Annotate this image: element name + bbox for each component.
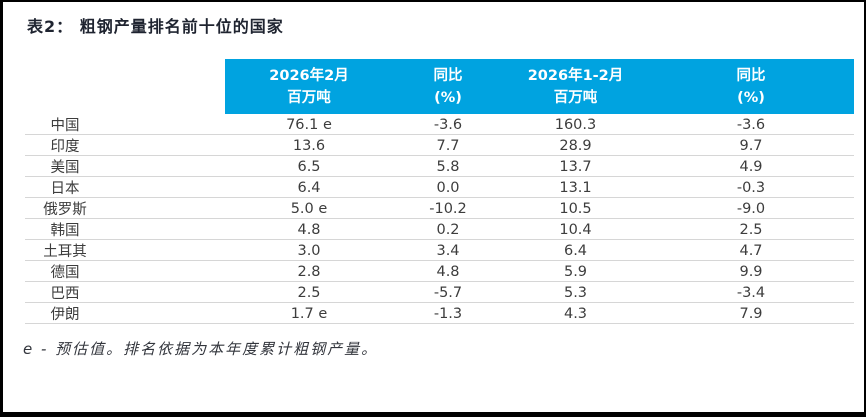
table-row: 德国 2.8 4.8 5.9 9.9 <box>25 261 854 282</box>
country-cell: 巴西 <box>50 286 80 302</box>
yoy2-value: 4.7 <box>739 242 763 259</box>
janfeb-value: 13.1 <box>559 179 592 196</box>
country-cell: 俄罗斯 <box>43 202 87 218</box>
table-row: 中国 76.1 e -3.6 160.3 -3.6 <box>25 114 854 135</box>
crude-steel-table: 2026年2月 百万吨 同比 (%) 2026年1-2月 百万吨 同比 (%) … <box>25 59 854 324</box>
feb-value: 2.5 <box>297 284 321 301</box>
country-cell: 韩国 <box>50 223 80 239</box>
feb-value: 6.4 <box>297 179 321 196</box>
yoy2-value: -3.4 <box>736 284 766 301</box>
feb-value: 6.5 <box>297 158 321 175</box>
header-janfeb-line1: 2026年1-2月 <box>527 67 624 84</box>
table-row: 俄罗斯 5.0 e -10.2 10.5 -9.0 <box>25 198 854 219</box>
table-row: 美国 6.5 5.8 13.7 4.9 <box>25 156 854 177</box>
header-yoy1-line2: (%) <box>434 89 462 106</box>
country-cell: 中国 <box>50 118 80 134</box>
table-row: 土耳其 3.0 3.4 6.4 4.7 <box>25 240 854 261</box>
header-feb-line1: 2026年2月 <box>269 67 349 84</box>
estimate-footnote: e - 预估值。排名依据为本年度累计粗钢产量。 <box>23 340 379 358</box>
yoy1-value: 3.4 <box>436 242 460 259</box>
yoy2-value: 2.5 <box>739 221 763 238</box>
yoy1-value: -10.2 <box>429 200 467 217</box>
janfeb-value: 13.7 <box>559 158 592 175</box>
header-yoy2: 同比 (%) <box>648 59 854 114</box>
feb-value: 1.7 e <box>290 305 328 322</box>
janfeb-value: 5.9 <box>563 263 588 280</box>
yoy1-value: 4.8 <box>436 263 460 280</box>
table-row: 韩国 4.8 0.2 10.4 2.5 <box>25 219 854 240</box>
janfeb-value: 160.3 <box>554 116 597 133</box>
yoy2-value: 9.7 <box>739 137 763 154</box>
country-cell: 伊朗 <box>50 307 80 323</box>
janfeb-value: 28.9 <box>559 137 592 154</box>
janfeb-value: 10.4 <box>559 221 592 238</box>
table-row: 印度 13.6 7.7 28.9 9.7 <box>25 135 854 156</box>
table-row: 伊朗 1.7 e -1.3 4.3 7.9 <box>25 303 854 324</box>
header-janfeb-line2: 百万吨 <box>553 89 598 106</box>
janfeb-value: 6.4 <box>563 242 588 259</box>
table-header-row: 2026年2月 百万吨 同比 (%) 2026年1-2月 百万吨 同比 (%) <box>25 59 854 114</box>
yoy1-value: 5.8 <box>436 158 460 175</box>
table-row: 日本 6.4 0.0 13.1 -0.3 <box>25 177 854 198</box>
country-cell: 土耳其 <box>43 244 87 260</box>
feb-value: 13.6 <box>292 137 326 154</box>
country-cell: 印度 <box>50 139 80 155</box>
feb-value: 4.8 <box>297 221 321 238</box>
feb-value: 3.0 <box>297 242 321 259</box>
yoy1-value: 0.2 <box>436 221 460 238</box>
yoy1-value: -1.3 <box>433 305 463 322</box>
feb-value: 2.8 <box>297 263 321 280</box>
janfeb-value: 5.3 <box>563 284 588 301</box>
yoy2-value: -9.0 <box>736 200 766 217</box>
yoy1-value: -5.7 <box>433 284 463 301</box>
yoy1-value: -3.6 <box>433 116 463 133</box>
header-yoy2-line2: (%) <box>737 89 765 106</box>
table-title: 表2： 粗钢产量排名前十位的国家 <box>27 17 284 36</box>
header-janfeb: 2026年1-2月 百万吨 <box>503 59 648 114</box>
janfeb-value: 4.3 <box>563 305 588 322</box>
yoy2-value: -3.6 <box>736 116 766 133</box>
header-yoy1-line1: 同比 <box>433 67 463 84</box>
header-feb-line2: 百万吨 <box>287 89 331 106</box>
yoy1-value: 0.0 <box>436 179 460 196</box>
yoy2-value: 4.9 <box>739 158 763 175</box>
feb-value: 76.1 e <box>286 116 332 133</box>
yoy2-value: -0.3 <box>736 179 766 196</box>
janfeb-value: 10.5 <box>559 200 592 217</box>
header-yoy2-line1: 同比 <box>736 67 766 84</box>
country-cell: 美国 <box>50 160 80 176</box>
country-cell: 德国 <box>50 265 80 281</box>
header-country-spacer <box>25 59 225 114</box>
yoy1-value: 7.7 <box>436 137 460 154</box>
header-yoy1: 同比 (%) <box>393 59 503 114</box>
yoy2-value: 9.9 <box>739 263 763 280</box>
table-row: 巴西 2.5 -5.7 5.3 -3.4 <box>25 282 854 303</box>
header-feb: 2026年2月 百万吨 <box>225 59 393 114</box>
feb-value: 5.0 e <box>290 200 328 217</box>
yoy2-value: 7.9 <box>739 305 763 322</box>
country-cell: 日本 <box>50 181 80 197</box>
